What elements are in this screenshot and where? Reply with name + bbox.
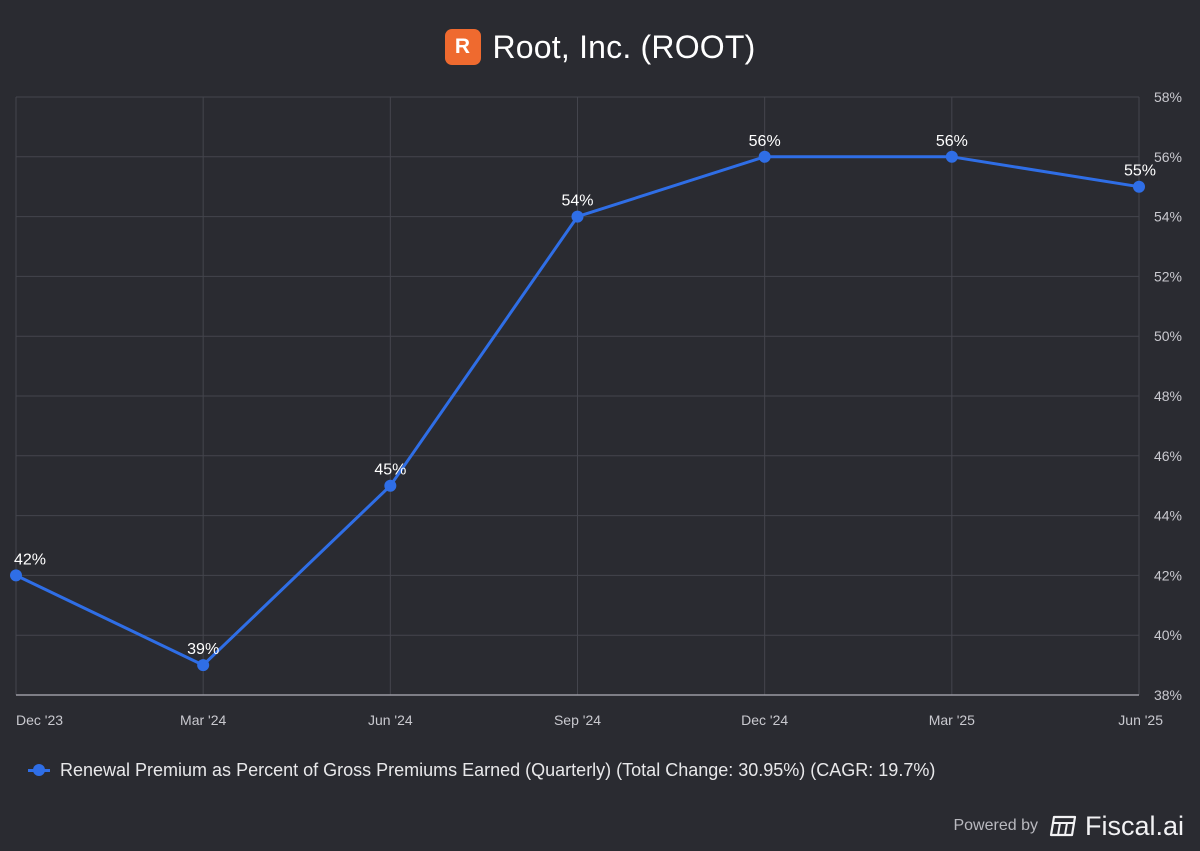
footer-branding[interactable]: Powered by Fiscal.ai: [953, 806, 1184, 846]
x-tick-label: Jun '24: [368, 712, 413, 728]
y-tick-label: 40%: [1154, 627, 1182, 643]
legend-label: Renewal Premium as Percent of Gross Prem…: [60, 759, 936, 780]
chart-title: Root, Inc. (ROOT): [492, 28, 756, 65]
data-label: 54%: [561, 193, 593, 210]
y-tick-label: 46%: [1154, 448, 1182, 464]
fiscal-ai-logo-icon: [1049, 815, 1077, 837]
line-chart: Dec '23 Mar '24 Jun '24 Sep '24 Dec '24 Mar '…: [10, 89, 1182, 728]
data-point: [384, 479, 397, 492]
y-tick-label: 54%: [1154, 209, 1182, 225]
data-label: 39%: [187, 641, 219, 658]
x-tick-label: Mar '24: [180, 712, 226, 728]
chart-series: [10, 150, 1145, 672]
data-labels: 42% 39% 45% 54% 56% 56% 55%: [14, 133, 1156, 658]
data-point: [1133, 180, 1145, 193]
y-axis-labels: 38% 40% 42% 44% 46% 48% 50% 52% 54% 56% 58%: [1154, 89, 1182, 703]
chart-header: R Root, Inc. (ROOT): [0, 22, 1200, 72]
data-label: 55%: [1124, 163, 1156, 180]
x-tick-label: Jun '25: [1118, 712, 1163, 728]
y-tick-label: 42%: [1154, 567, 1182, 583]
y-tick-label: 38%: [1154, 687, 1182, 703]
data-point: [945, 150, 958, 163]
y-tick-label: 44%: [1154, 508, 1182, 524]
y-tick-label: 56%: [1154, 149, 1182, 165]
data-label: 56%: [749, 133, 781, 150]
x-axis-labels: Dec '23 Mar '24 Jun '24 Sep '24 Dec '24 Mar '…: [16, 712, 1163, 728]
x-tick-label: Mar '25: [929, 712, 975, 728]
company-logo-icon: R: [444, 29, 481, 65]
x-tick-label: Dec '23: [16, 712, 63, 728]
y-tick-label: 48%: [1154, 388, 1182, 404]
data-label: 56%: [936, 133, 968, 150]
data-label: 45%: [374, 462, 406, 479]
y-tick-label: 50%: [1154, 328, 1182, 344]
chart-grid: [15, 96, 1140, 696]
data-point: [571, 210, 584, 223]
chart-legend[interactable]: Renewal Premium as Percent of Gross Prem…: [28, 756, 935, 784]
legend-swatch-icon: [28, 763, 50, 777]
powered-by-text: Powered by: [953, 817, 1038, 834]
x-tick-label: Sep '24: [554, 712, 601, 728]
data-point: [10, 569, 22, 582]
brand-name: Fiscal.ai: [1084, 810, 1184, 841]
data-label: 42%: [14, 551, 46, 568]
data-point: [197, 659, 210, 672]
x-tick-label: Dec '24: [741, 712, 788, 728]
data-point: [758, 150, 771, 163]
y-tick-label: 52%: [1154, 268, 1182, 284]
y-tick-label: 58%: [1154, 89, 1182, 105]
